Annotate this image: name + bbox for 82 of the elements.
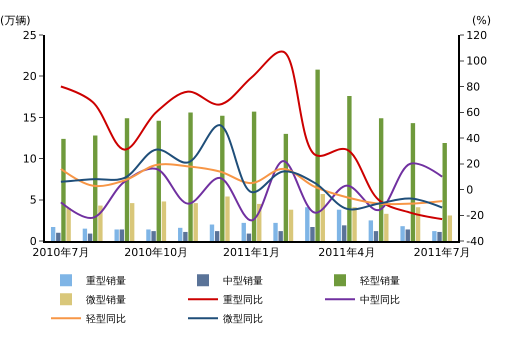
bar [210,224,214,241]
y2-tick-label: 40 [466,132,480,145]
y-tick-label: 5 [30,194,37,207]
bar [242,222,246,241]
bar [320,194,325,241]
bar [93,136,98,241]
legend-label: 轻型同比 [86,313,126,326]
bar [146,229,151,241]
bar [183,232,188,241]
bar [120,229,124,241]
bar [130,203,134,241]
bar [416,207,420,241]
bar [378,118,384,241]
bar [114,229,119,241]
bar [305,207,310,241]
y2-tick-label: 120 [466,28,488,42]
y2-tick-label: 20 [466,158,480,171]
bar [288,210,294,241]
bar [368,220,374,241]
bar [310,226,315,241]
bar [50,226,56,241]
y-axis-title: (万辆) [0,14,31,27]
bar [442,142,447,241]
y2-tick-label: -40 [466,234,484,248]
y2-tick-label: 60 [466,106,480,120]
x-tick-label: 2011年4月 [318,246,376,260]
y2-tick-label: 0 [466,183,474,196]
bar [98,206,103,241]
y2-tick-label: 80 [466,80,480,94]
x-tick-label: 2010年7月 [32,246,90,260]
line-series [60,160,444,222]
x-tick-label: 2010年10月 [124,246,188,260]
line-series [60,124,444,210]
bar [410,123,416,241]
legend-label: 重型同比 [223,294,263,306]
bar [273,222,278,241]
legend-label: 中型销量 [223,275,263,288]
bar [82,228,88,241]
bar [284,134,288,241]
bar [384,214,389,241]
bar [225,196,230,241]
line-series [60,50,444,220]
bar [437,232,442,241]
bar [406,229,410,241]
bar [178,228,182,241]
y-tick-label: 0 [30,234,37,248]
bar [162,201,166,241]
legend-label: 微型同比 [223,313,263,326]
bar [66,208,71,241]
bar [151,231,156,241]
bar [246,234,252,241]
legend-label: 微型销量 [86,294,126,306]
bar [374,231,378,241]
bar [315,70,320,241]
bar [278,231,283,241]
bar [56,232,60,241]
bar [214,231,220,241]
y-tick-label: 15 [22,111,37,124]
bar [88,234,92,241]
legend-label: 中型同比 [360,294,400,306]
y-tick-label: 20 [22,70,37,84]
y2-tick-label: -20 [466,209,484,222]
bar [252,112,256,241]
bar [342,225,346,241]
bar [336,210,342,241]
bar [432,231,437,241]
bar [220,116,225,241]
bar [347,96,352,241]
legend-label: 轻型销量 [360,275,400,288]
x-tick-label: 2011年1月 [223,246,280,260]
legend-label: 重型销量 [86,275,126,288]
bar [400,226,405,241]
line-series [60,163,444,206]
y-tick-label: 25 [22,28,37,42]
bar [194,203,198,241]
bar [448,215,452,241]
y2-axis-title: (%) [472,14,492,27]
x-tick-label: 2011年7月 [414,246,471,260]
y2-tick-label: 100 [466,54,488,68]
bar [352,207,357,241]
y-tick-label: 10 [22,152,37,166]
bar [156,120,161,241]
